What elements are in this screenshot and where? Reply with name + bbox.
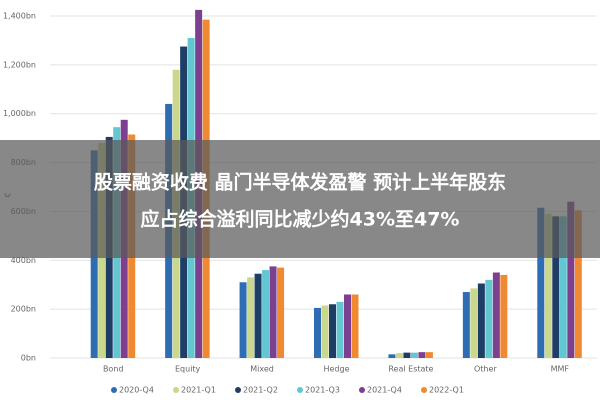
bar <box>552 216 560 358</box>
bar <box>344 294 351 358</box>
bar <box>314 307 321 358</box>
bar <box>492 272 500 358</box>
x-tick-label: Other <box>474 365 497 374</box>
bar <box>395 353 403 358</box>
bar <box>321 305 329 358</box>
bar <box>351 294 359 358</box>
bar <box>485 279 493 358</box>
bar <box>425 352 433 358</box>
bar <box>329 304 336 358</box>
overlay-line: 股票融资收费 晶门半导体发盈警 预计上半年股东 <box>94 171 506 194</box>
overlay-banner <box>0 140 600 258</box>
x-tick-label: MMF <box>551 365 570 374</box>
bar <box>462 292 470 358</box>
bar <box>403 352 411 358</box>
y-tick-label: 200bn <box>11 305 36 314</box>
x-tick-label: Hedge <box>323 365 349 374</box>
x-tick-label: Mixed <box>250 365 274 374</box>
x-tick-label: Equity <box>175 365 201 374</box>
y-tick-label: 400bn <box>11 256 36 265</box>
legend-label: 2021-Q3 <box>305 386 340 395</box>
legend-label: 2021-Q1 <box>181 386 216 395</box>
x-tick-label: Real Estate <box>388 365 433 374</box>
bar <box>410 352 418 358</box>
y-tick-label: 1,400bn <box>3 12 36 21</box>
overlay-line: 应占综合溢利同比减少约43%至47% <box>141 208 460 231</box>
bar <box>262 270 270 358</box>
bar <box>500 274 508 358</box>
bar <box>269 266 277 358</box>
y-tick-label: 1,200bn <box>3 60 36 69</box>
bar <box>277 267 285 358</box>
bar <box>544 213 552 358</box>
bar <box>336 301 344 358</box>
legend-label: 2020-Q4 <box>119 386 154 395</box>
bar <box>537 207 545 358</box>
bar <box>254 273 262 358</box>
legend-marker <box>297 387 303 393</box>
x-tick-label: Bond <box>103 365 124 374</box>
legend-marker <box>111 387 117 393</box>
bar <box>567 201 575 358</box>
bar <box>470 288 478 358</box>
y-tick-label: 1,000bn <box>3 109 36 118</box>
legend-marker <box>173 387 179 393</box>
legend-marker <box>235 387 241 393</box>
bar <box>239 282 247 358</box>
legend-label: 2022-Q1 <box>429 386 464 395</box>
bar <box>477 283 485 358</box>
bar <box>418 352 426 358</box>
legend-marker <box>421 387 427 393</box>
bar <box>559 216 567 358</box>
y-tick-label: 0bn <box>21 354 36 363</box>
bar <box>574 210 582 358</box>
legend-label: 2021-Q2 <box>243 386 278 395</box>
legend-label: 2021-Q4 <box>367 386 402 395</box>
bar <box>247 277 255 358</box>
legend-marker <box>359 387 365 393</box>
bar <box>388 354 396 358</box>
